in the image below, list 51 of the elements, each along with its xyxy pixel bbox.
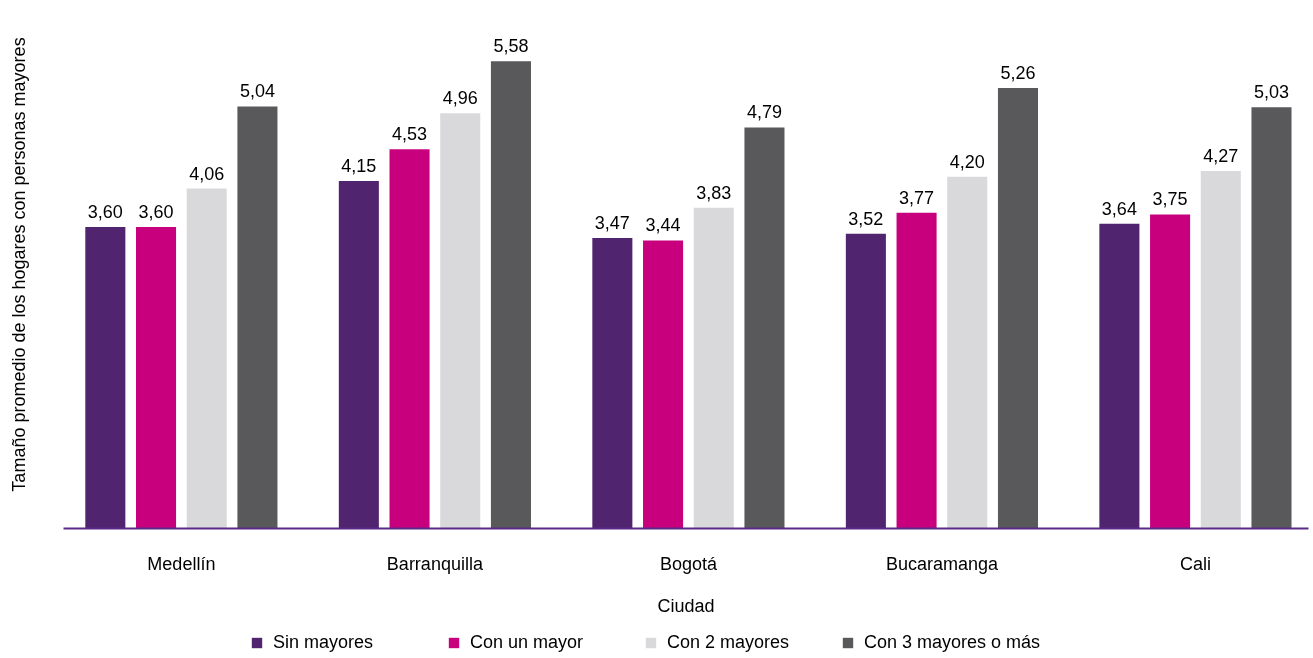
bar — [845, 233, 886, 529]
legend-label: Con 2 mayores — [667, 632, 791, 653]
data-label: 3,77 — [899, 187, 935, 208]
bar — [490, 61, 531, 529]
data-label: 3,52 — [848, 208, 884, 229]
data-label: 4,79 — [746, 102, 782, 123]
data-label: 4,06 — [189, 163, 225, 184]
bar — [389, 149, 430, 529]
bar — [85, 227, 126, 529]
data-label: 4,20 — [949, 151, 985, 172]
data-label: 4,53 — [392, 124, 428, 145]
bar — [947, 176, 988, 529]
data-label: 3,83 — [696, 182, 732, 203]
data-label: 3,44 — [645, 215, 681, 236]
data-label: 5,03 — [1253, 82, 1290, 103]
data-label: 3,47 — [594, 212, 630, 233]
data-label: 4,27 — [1203, 145, 1239, 166]
data-label: 3,75 — [1152, 189, 1188, 210]
bar — [997, 88, 1038, 529]
bar — [186, 188, 227, 529]
bar — [896, 212, 937, 529]
bar — [744, 127, 785, 529]
bar — [136, 227, 177, 529]
legend-label: Sin mayores — [273, 632, 375, 653]
bar — [592, 237, 633, 529]
bar — [338, 180, 379, 529]
x-axis-title: Ciudad — [657, 595, 715, 616]
bar — [1150, 214, 1191, 529]
y-axis-title: Tamaño promedio de los hogares con personas mayores — [8, 37, 29, 492]
legend-label: Con 3 mayores o más — [864, 632, 1041, 653]
bar — [643, 240, 684, 529]
data-label: 3,64 — [1101, 198, 1137, 219]
bar — [1099, 223, 1140, 529]
bar — [693, 207, 734, 529]
bar — [1200, 170, 1241, 529]
data-label: 5,58 — [493, 36, 529, 57]
data-label: 5,04 — [239, 81, 275, 102]
data-label: 4,15 — [341, 155, 377, 176]
legend-label: Con un mayor — [470, 632, 585, 653]
x-tick-label: Bogotá — [659, 553, 718, 574]
data-label: 3,60 — [138, 202, 174, 223]
x-tick-label: Cali — [1179, 553, 1211, 574]
bar — [1251, 107, 1292, 529]
data-label: 4,96 — [442, 88, 478, 109]
bar — [237, 106, 278, 529]
x-tick-label: Medellín — [147, 553, 216, 574]
data-label: 5,26 — [1000, 63, 1036, 84]
data-label: 3,60 — [87, 202, 123, 223]
x-tick-label: Bucaramanga — [885, 553, 999, 574]
bar — [440, 113, 481, 529]
x-tick-label: Barranquilla — [386, 553, 484, 574]
